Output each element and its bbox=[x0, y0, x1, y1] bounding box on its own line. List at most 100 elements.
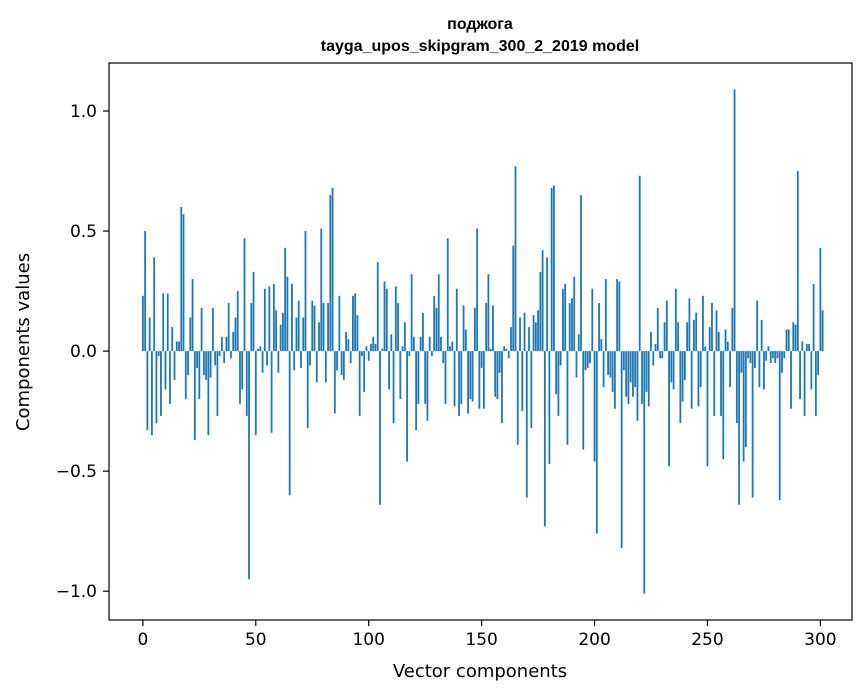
y-tick-label-1: −0.5 bbox=[56, 462, 97, 482]
bar-189 bbox=[568, 303, 571, 352]
bar-44 bbox=[241, 351, 244, 390]
bar-22 bbox=[191, 279, 194, 352]
y-tick-label-0: −1.0 bbox=[56, 582, 97, 602]
x-axis-ticks: 0 50 100 150 200 250 300 bbox=[137, 620, 837, 650]
bar-137 bbox=[451, 341, 454, 352]
bar-172 bbox=[530, 351, 533, 428]
bar-series bbox=[141, 89, 824, 594]
bar-232 bbox=[665, 300, 668, 352]
bar-263 bbox=[735, 351, 738, 424]
bar-161 bbox=[505, 348, 508, 352]
bar-91 bbox=[347, 339, 350, 352]
bar-255 bbox=[717, 331, 720, 352]
bar-224 bbox=[647, 351, 650, 407]
bar-296 bbox=[810, 351, 813, 390]
bar-190 bbox=[571, 298, 573, 352]
bar-69 bbox=[297, 300, 300, 352]
bar-57 bbox=[270, 351, 273, 433]
bar-185 bbox=[559, 351, 562, 366]
bar-169 bbox=[523, 312, 526, 352]
bar-300 bbox=[819, 247, 822, 352]
bar-9 bbox=[162, 293, 165, 352]
bar-40 bbox=[232, 331, 235, 352]
bar-122 bbox=[417, 351, 420, 404]
bar-256 bbox=[720, 351, 722, 416]
bar-32 bbox=[214, 351, 217, 366]
bar-288 bbox=[792, 322, 795, 352]
bar-115 bbox=[401, 346, 404, 352]
x-tick-label-0: 0 bbox=[137, 630, 148, 650]
bar-233 bbox=[668, 351, 670, 467]
bar-222 bbox=[643, 351, 646, 594]
bar-289 bbox=[794, 324, 797, 352]
bar-280 bbox=[774, 351, 777, 364]
bar-274 bbox=[760, 319, 763, 352]
bar-151 bbox=[482, 351, 485, 409]
bar-13 bbox=[171, 327, 174, 352]
bar-65 bbox=[288, 351, 291, 496]
bar-33 bbox=[216, 351, 219, 416]
bar-271 bbox=[753, 351, 756, 368]
bar-140 bbox=[458, 351, 460, 416]
bar-227 bbox=[654, 343, 657, 352]
bar-6 bbox=[155, 351, 158, 424]
bar-243 bbox=[690, 351, 693, 409]
bar-54 bbox=[263, 288, 266, 352]
bar-62 bbox=[281, 312, 284, 352]
bar-201 bbox=[595, 351, 598, 534]
bar-51 bbox=[257, 348, 259, 352]
bar-3 bbox=[148, 317, 151, 352]
bar-188 bbox=[566, 351, 569, 445]
bar-102 bbox=[372, 336, 375, 352]
bar-75 bbox=[311, 300, 314, 352]
bar-25 bbox=[198, 351, 201, 400]
bar-298 bbox=[814, 351, 817, 416]
bar-176 bbox=[539, 271, 542, 352]
bar-11 bbox=[166, 293, 169, 352]
bar-95 bbox=[356, 315, 359, 352]
bar-258 bbox=[724, 329, 727, 352]
bar-108 bbox=[385, 288, 388, 352]
y-axis-ticks: −1.0 −0.5 0.0 0.5 1.0 bbox=[56, 102, 109, 602]
bar-152 bbox=[485, 303, 488, 352]
bar-261 bbox=[731, 307, 734, 352]
bar-78 bbox=[318, 322, 320, 352]
bar-8 bbox=[160, 351, 162, 416]
chart-title-line-1: поджога bbox=[447, 16, 513, 33]
bar-153 bbox=[487, 274, 490, 352]
bar-79 bbox=[320, 228, 323, 352]
bar-26 bbox=[200, 307, 203, 352]
bar-88 bbox=[340, 351, 343, 376]
bar-252 bbox=[711, 303, 713, 352]
bar-240 bbox=[683, 351, 686, 380]
y-tick-label-2: 0.0 bbox=[70, 342, 97, 362]
bar-265 bbox=[740, 351, 743, 373]
x-tick-label-100: 100 bbox=[352, 630, 384, 650]
bar-181 bbox=[550, 187, 553, 352]
bar-142 bbox=[462, 305, 465, 352]
bar-90 bbox=[345, 331, 348, 352]
bar-159 bbox=[501, 351, 503, 424]
bar-220 bbox=[638, 175, 641, 352]
bar-18 bbox=[182, 214, 185, 352]
bar-231 bbox=[663, 322, 666, 352]
bar-121 bbox=[415, 351, 418, 431]
bar-145 bbox=[469, 351, 472, 400]
bar-279 bbox=[772, 351, 774, 359]
bar-39 bbox=[230, 351, 232, 359]
bar-157 bbox=[496, 351, 499, 400]
bar-50 bbox=[254, 351, 257, 436]
bar-278 bbox=[769, 351, 772, 364]
bar-225 bbox=[650, 331, 652, 352]
bar-147 bbox=[473, 307, 476, 352]
bar-27 bbox=[202, 351, 205, 376]
bar-87 bbox=[338, 295, 341, 352]
bar-132 bbox=[440, 336, 442, 352]
x-tick-label-300: 300 bbox=[804, 630, 836, 650]
bar-245 bbox=[695, 312, 698, 352]
bar-0 bbox=[141, 295, 144, 352]
bar-119 bbox=[410, 274, 413, 352]
x-axis-label: Vector components bbox=[393, 661, 567, 682]
bar-164 bbox=[512, 245, 515, 352]
bar-110 bbox=[390, 334, 393, 352]
